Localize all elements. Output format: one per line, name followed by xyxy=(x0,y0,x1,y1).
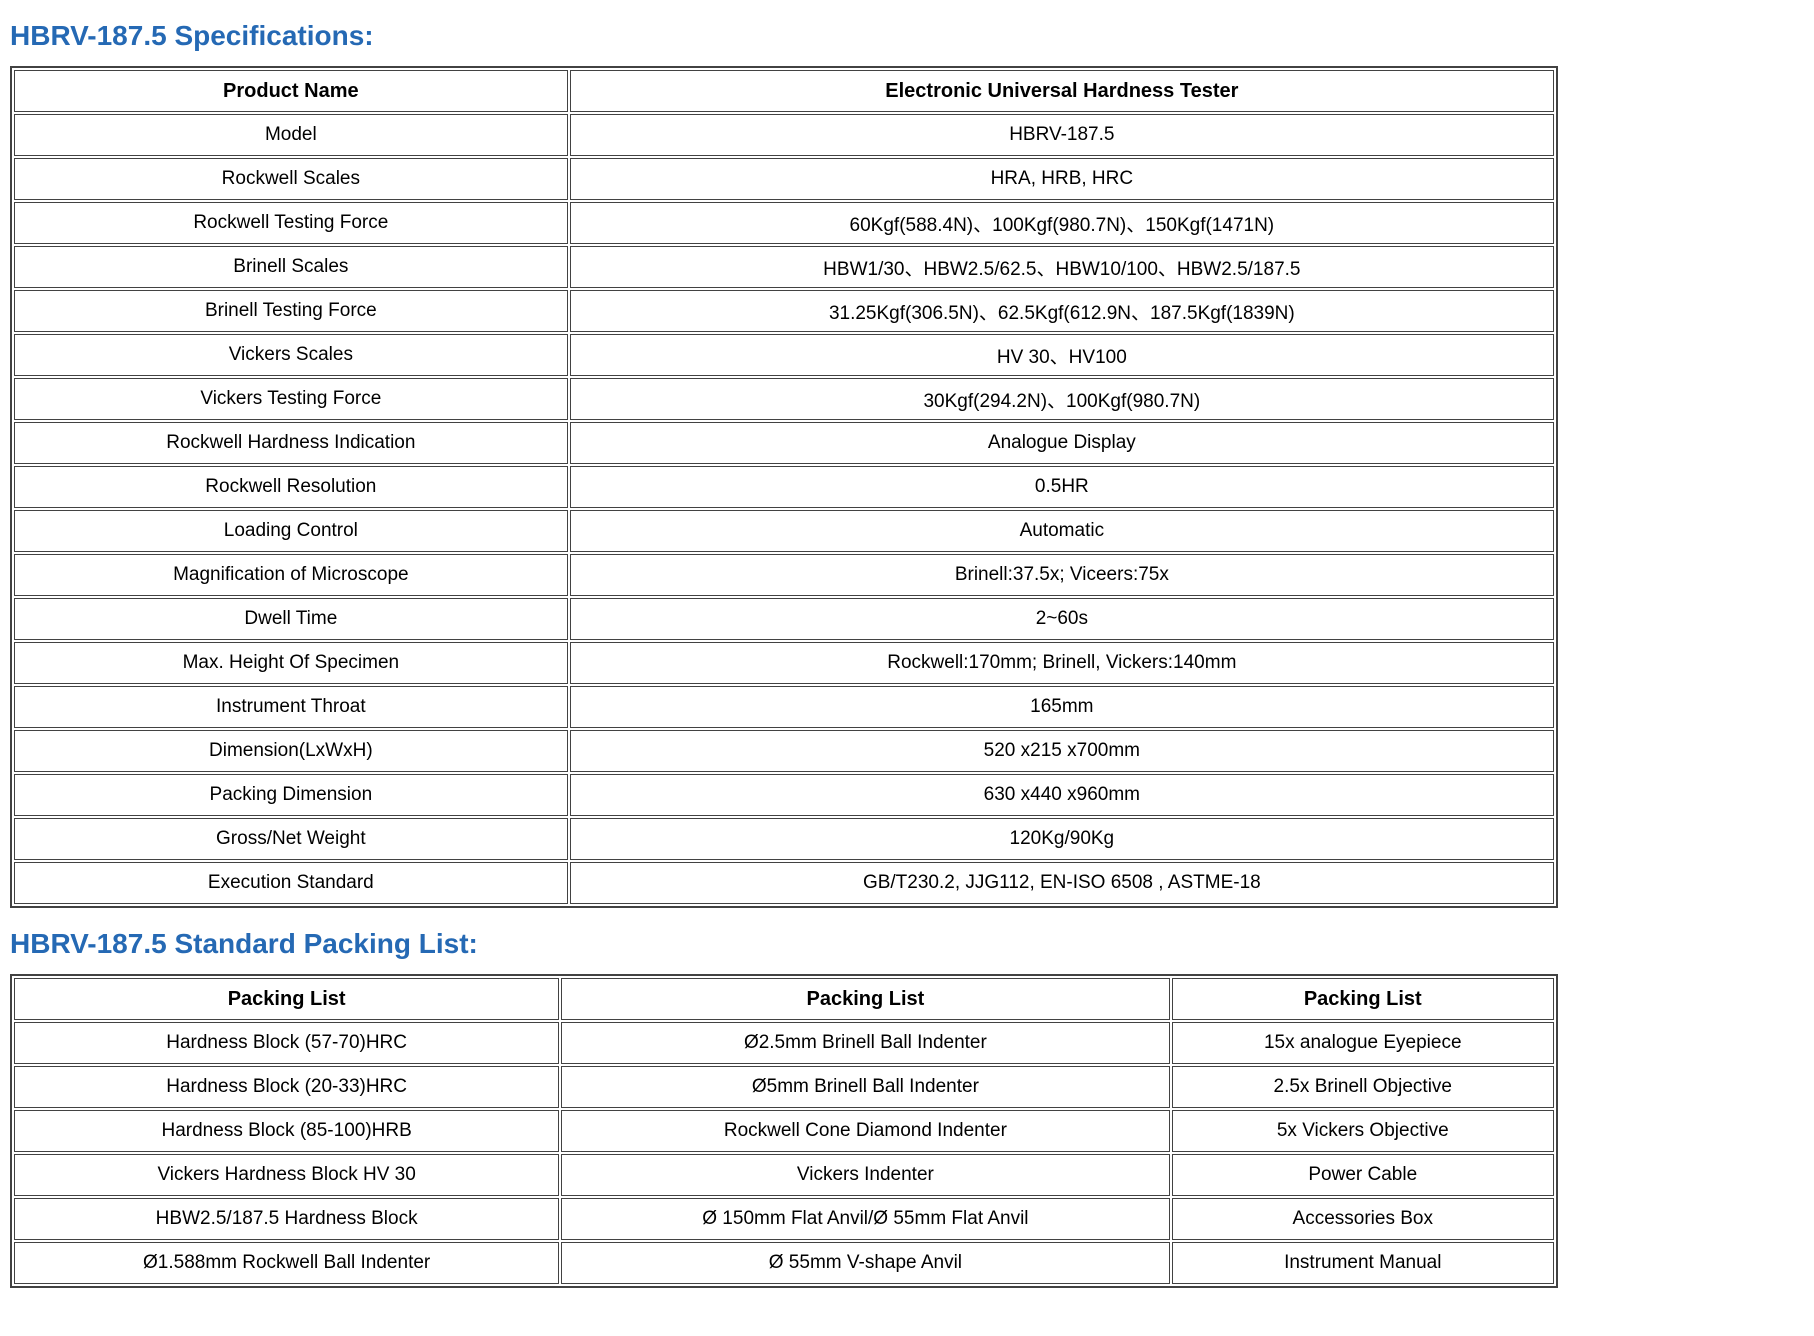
spec-label: Dwell Time xyxy=(14,598,568,640)
spec-value: HRA, HRB, HRC xyxy=(569,158,1554,200)
spec-row-execution-standard: Execution Standard GB/T230.2, JJG112, EN… xyxy=(14,862,1554,904)
packing-item: 15x analogue Eyepiece xyxy=(1171,1022,1554,1064)
packing-item: Ø1.588mm Rockwell Ball Indenter xyxy=(14,1242,560,1284)
packing-item: Power Cable xyxy=(1171,1154,1554,1196)
packing-item: Ø 150mm Flat Anvil/Ø 55mm Flat Anvil xyxy=(561,1198,1170,1240)
spec-row-dwell-time: Dwell Time 2~60s xyxy=(14,598,1554,640)
spec-row-dimension: Dimension(LxWxH) 520 x215 x700mm xyxy=(14,730,1554,772)
packing-item: Ø 55mm V-shape Anvil xyxy=(561,1242,1170,1284)
spec-label: Rockwell Hardness Indication xyxy=(14,422,568,464)
spec-label: Vickers Testing Force xyxy=(14,378,568,420)
packing-item: Ø2.5mm Brinell Ball Indenter xyxy=(561,1022,1170,1064)
packing-list-table: Packing List Packing List Packing List H… xyxy=(10,974,1558,1288)
spec-label: Gross/Net Weight xyxy=(14,818,568,860)
packing-item: HBW2.5/187.5 Hardness Block xyxy=(14,1198,560,1240)
spec-label: Vickers Scales xyxy=(14,334,568,376)
spec-value: Rockwell:170mm; Brinell, Vickers:140mm xyxy=(569,642,1554,684)
specifications-table: Product Name Electronic Universal Hardne… xyxy=(10,66,1558,908)
spec-value: Automatic xyxy=(569,510,1554,552)
spec-value: 0.5HR xyxy=(569,466,1554,508)
spec-value: Analogue Display xyxy=(569,422,1554,464)
packing-item: Vickers Hardness Block HV 30 xyxy=(14,1154,560,1196)
packing-row: Hardness Block (20-33)HRC Ø5mm Brinell B… xyxy=(14,1066,1554,1108)
spec-value: 30Kgf(294.2N)、100Kgf(980.7N) xyxy=(569,378,1554,420)
packing-item: Rockwell Cone Diamond Indenter xyxy=(561,1110,1170,1152)
spec-label: Model xyxy=(14,114,568,156)
spec-label: Brinell Scales xyxy=(14,246,568,288)
spec-row-model: Model HBRV-187.5 xyxy=(14,114,1554,156)
packing-row: HBW2.5/187.5 Hardness Block Ø 150mm Flat… xyxy=(14,1198,1554,1240)
spec-row-brinell-testing-force: Brinell Testing Force 31.25Kgf(306.5N)、6… xyxy=(14,290,1554,332)
spec-label: Rockwell Resolution xyxy=(14,466,568,508)
spec-value: 165mm xyxy=(569,686,1554,728)
spec-label: Rockwell Scales xyxy=(14,158,568,200)
spec-row-rockwell-testing-force: Rockwell Testing Force 60Kgf(588.4N)、100… xyxy=(14,202,1554,244)
spec-row-vickers-scales: Vickers Scales HV 30、HV100 xyxy=(14,334,1554,376)
spec-label: Execution Standard xyxy=(14,862,568,904)
packing-item: Hardness Block (85-100)HRB xyxy=(14,1110,560,1152)
spec-row-brinell-scales: Brinell Scales HBW1/30、HBW2.5/62.5、HBW10… xyxy=(14,246,1554,288)
packing-item: Vickers Indenter xyxy=(561,1154,1170,1196)
spec-header-label: Product Name xyxy=(14,70,568,112)
spec-value: HBW1/30、HBW2.5/62.5、HBW10/100、HBW2.5/187… xyxy=(569,246,1554,288)
spec-row-rockwell-scales: Rockwell Scales HRA, HRB, HRC xyxy=(14,158,1554,200)
spec-value: HV 30、HV100 xyxy=(569,334,1554,376)
spec-label: Dimension(LxWxH) xyxy=(14,730,568,772)
packing-header-col2: Packing List xyxy=(561,978,1170,1020)
packing-item: Hardness Block (57-70)HRC xyxy=(14,1022,560,1064)
spec-row-gross-net-weight: Gross/Net Weight 120Kg/90Kg xyxy=(14,818,1554,860)
spec-row-vickers-testing-force: Vickers Testing Force 30Kgf(294.2N)、100K… xyxy=(14,378,1554,420)
packing-item: Hardness Block (20-33)HRC xyxy=(14,1066,560,1108)
spec-label: Brinell Testing Force xyxy=(14,290,568,332)
spec-row-magnification: Magnification of Microscope Brinell:37.5… xyxy=(14,554,1554,596)
spec-value: 31.25Kgf(306.5N)、62.5Kgf(612.9N、187.5Kgf… xyxy=(569,290,1554,332)
spec-value: HBRV-187.5 xyxy=(569,114,1554,156)
spec-row-rockwell-hardness-indication: Rockwell Hardness Indication Analogue Di… xyxy=(14,422,1554,464)
spec-label: Rockwell Testing Force xyxy=(14,202,568,244)
spec-label: Magnification of Microscope xyxy=(14,554,568,596)
packing-header-col1: Packing List xyxy=(14,978,560,1020)
packing-row: Hardness Block (85-100)HRB Rockwell Cone… xyxy=(14,1110,1554,1152)
spec-row-max-height: Max. Height Of Specimen Rockwell:170mm; … xyxy=(14,642,1554,684)
spec-label: Instrument Throat xyxy=(14,686,568,728)
packing-header-col3: Packing List xyxy=(1171,978,1554,1020)
spec-value: Brinell:37.5x; Viceers:75x xyxy=(569,554,1554,596)
specifications-title: HBRV-187.5 Specifications: xyxy=(10,20,374,51)
spec-value: 520 x215 x700mm xyxy=(569,730,1554,772)
packing-item: 2.5x Brinell Objective xyxy=(1171,1066,1554,1108)
packing-item: 5x Vickers Objective xyxy=(1171,1110,1554,1152)
spec-value: 60Kgf(588.4N)、100Kgf(980.7N)、150Kgf(1471… xyxy=(569,202,1554,244)
spec-value: 120Kg/90Kg xyxy=(569,818,1554,860)
packing-list-title: HBRV-187.5 Standard Packing List: xyxy=(10,928,478,959)
packing-row: Hardness Block (57-70)HRC Ø2.5mm Brinell… xyxy=(14,1022,1554,1064)
spec-value: 630 x440 x960mm xyxy=(569,774,1554,816)
packing-item: Ø5mm Brinell Ball Indenter xyxy=(561,1066,1170,1108)
packing-row: Vickers Hardness Block HV 30 Vickers Ind… xyxy=(14,1154,1554,1196)
packing-item: Accessories Box xyxy=(1171,1198,1554,1240)
packing-row: Ø1.588mm Rockwell Ball Indenter Ø 55mm V… xyxy=(14,1242,1554,1284)
spec-row-loading-control: Loading Control Automatic xyxy=(14,510,1554,552)
spec-value: 2~60s xyxy=(569,598,1554,640)
spec-row-instrument-throat: Instrument Throat 165mm xyxy=(14,686,1554,728)
spec-label: Max. Height Of Specimen xyxy=(14,642,568,684)
spec-value: GB/T230.2, JJG112, EN-ISO 6508 , ASTME-1… xyxy=(569,862,1554,904)
spec-label: Loading Control xyxy=(14,510,568,552)
packing-header-row: Packing List Packing List Packing List xyxy=(14,978,1554,1020)
spec-header-value: Electronic Universal Hardness Tester xyxy=(569,70,1554,112)
packing-item: Instrument Manual xyxy=(1171,1242,1554,1284)
spec-row-rockwell-resolution: Rockwell Resolution 0.5HR xyxy=(14,466,1554,508)
spec-header-row: Product Name Electronic Universal Hardne… xyxy=(14,70,1554,112)
spec-row-packing-dimension: Packing Dimension 630 x440 x960mm xyxy=(14,774,1554,816)
spec-label: Packing Dimension xyxy=(14,774,568,816)
